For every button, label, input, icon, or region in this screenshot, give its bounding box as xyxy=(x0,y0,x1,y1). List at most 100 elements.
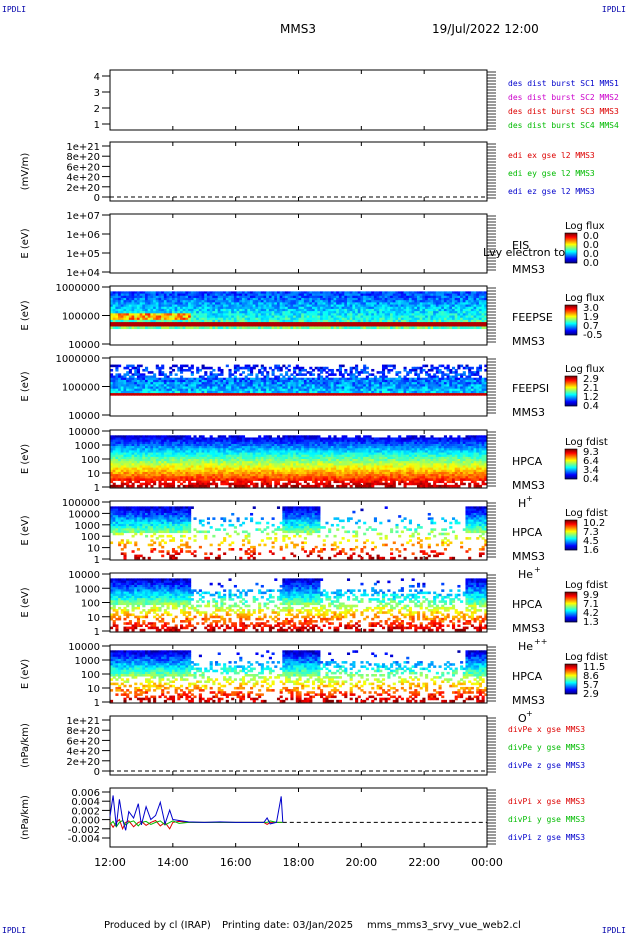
spectrogram-cell xyxy=(118,393,121,396)
spectrogram-cell xyxy=(404,369,407,372)
ytick-label: 10000 xyxy=(68,340,100,351)
spectrogram-cell xyxy=(142,326,145,329)
spectrogram-cell xyxy=(126,373,129,376)
spectrogram-cell xyxy=(317,393,320,396)
spectrogram-cell xyxy=(457,367,460,370)
spectrogram-cell xyxy=(156,393,159,396)
spectrogram-cell xyxy=(113,326,116,329)
spectrogram-cell xyxy=(237,369,240,372)
panel-frame xyxy=(110,70,487,130)
spectrogram-cell xyxy=(428,369,431,372)
spectrogram-cell xyxy=(129,485,132,488)
spectrogram-cell xyxy=(169,485,172,488)
spectrogram-cell xyxy=(285,373,288,376)
spectrogram-cell xyxy=(414,373,417,376)
spectrogram-cell xyxy=(188,369,191,372)
spectrogram-cell xyxy=(344,326,347,329)
spectrogram-cell xyxy=(185,393,188,396)
spectrogram-cell xyxy=(175,365,178,368)
spectrogram-cell xyxy=(199,393,202,396)
spectrogram-cell xyxy=(479,326,482,329)
spectrogram-cell xyxy=(355,393,358,396)
spectrogram-cell xyxy=(379,326,382,329)
spectrogram-cell xyxy=(148,326,151,329)
spectrogram-cell xyxy=(320,326,323,329)
spectrogram-cell xyxy=(220,393,223,396)
spectrogram-cell xyxy=(210,326,213,329)
spectrogram-cell xyxy=(420,371,423,374)
spectrogram-cell xyxy=(167,393,170,396)
spectrogram-cell xyxy=(447,393,450,396)
spectrogram-cell xyxy=(207,393,210,396)
spectrogram-cell xyxy=(113,485,116,488)
spectrogram-cell xyxy=(430,393,433,396)
spectrogram-cell xyxy=(199,369,202,372)
spectrogram-cell xyxy=(325,393,328,396)
spectrogram-cell xyxy=(371,369,374,372)
spectrogram-cell xyxy=(417,367,420,370)
spectrogram-cell xyxy=(299,373,302,376)
ytick-label: 1e+04 xyxy=(66,268,100,279)
spectrogram-cell xyxy=(196,371,199,374)
spectrogram-cell xyxy=(344,371,347,374)
spectrogram-cell xyxy=(180,326,183,329)
spectrogram-cell xyxy=(156,367,159,370)
spectrogram-cell xyxy=(385,326,388,329)
spectrogram-cell xyxy=(161,373,164,376)
spectrogram-cell xyxy=(412,393,415,396)
spectrogram-cell xyxy=(185,365,188,368)
spectrogram-cell xyxy=(352,367,355,370)
spectrogram-cell xyxy=(482,393,485,396)
spectrogram-cell xyxy=(342,365,345,368)
spectrogram-cell xyxy=(150,481,153,484)
spectrogram-cell xyxy=(177,485,180,488)
ytick-label: 100000 xyxy=(62,312,100,323)
spectrogram-cell xyxy=(417,326,420,329)
spectrogram-cell xyxy=(457,326,460,329)
colorbar-tick: -0.5 xyxy=(583,330,603,341)
spectrogram-cell xyxy=(191,326,194,329)
spectrogram-cell xyxy=(282,393,285,396)
spectrogram-cell xyxy=(482,326,485,329)
spectrogram-cell xyxy=(172,365,175,368)
spectrogram-cell xyxy=(463,373,466,376)
instrument-name: FEEPSE xyxy=(512,311,553,324)
spectrogram-cell xyxy=(191,478,194,481)
instrument-spacecraft: MMS3 xyxy=(512,263,545,276)
spectrogram-cell xyxy=(212,393,215,396)
spectrogram-cell xyxy=(202,326,205,329)
spectrogram-cell xyxy=(169,373,172,376)
spectrogram-cell xyxy=(436,393,439,396)
spectrogram-cell xyxy=(247,393,250,396)
spectrogram-cell xyxy=(118,365,121,368)
spectrogram-cell xyxy=(274,326,277,329)
spectrogram-cell xyxy=(258,371,261,374)
spectrogram-cell xyxy=(183,393,186,396)
spectrogram-cell xyxy=(123,367,126,370)
spectrogram-cell xyxy=(250,393,253,396)
spectrogram-cell xyxy=(226,365,229,368)
spectrogram-cell xyxy=(188,326,191,329)
spectrogram-cell xyxy=(226,393,229,396)
spectrogram-cell xyxy=(350,326,353,329)
y-axis-label: (mV/m) xyxy=(20,153,31,191)
spectrogram-cell xyxy=(177,326,180,329)
spectrogram-cell xyxy=(465,393,468,396)
spectrogram-cell xyxy=(447,326,450,329)
spectrogram-cell xyxy=(355,326,358,329)
spectrogram-cell xyxy=(218,369,221,372)
spectrogram-cell xyxy=(282,326,285,329)
spectrogram-cell xyxy=(422,365,425,368)
spectrogram-cell xyxy=(420,393,423,396)
spectrogram-cell xyxy=(126,367,129,370)
spectrogram-cell xyxy=(352,326,355,329)
spectrogram-cell xyxy=(439,365,442,368)
spectrogram-cell xyxy=(323,393,326,396)
spectrogram-cell xyxy=(121,485,124,488)
spectrogram-cell xyxy=(463,326,466,329)
spectrogram-cell xyxy=(444,373,447,376)
spectrogram-cell xyxy=(183,365,186,368)
spectrogram-cell xyxy=(425,393,428,396)
